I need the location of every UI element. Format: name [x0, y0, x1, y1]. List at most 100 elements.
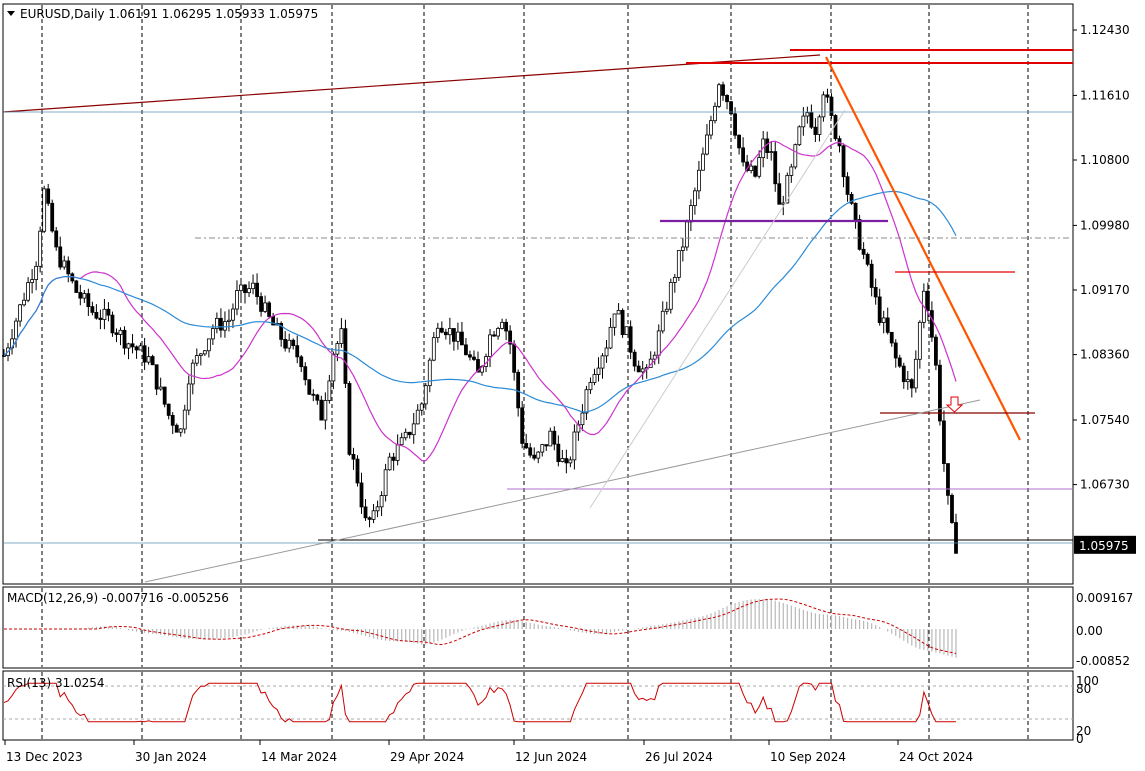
candle-body — [540, 444, 545, 453]
candle-body — [166, 403, 171, 416]
candle-body — [315, 394, 320, 401]
current-price-label: 1.05975 — [1079, 539, 1129, 553]
candle-body — [98, 317, 103, 320]
candle-body — [512, 343, 517, 373]
candle-body — [813, 126, 818, 135]
rsi-label: RSI(13) 31.0254 — [7, 676, 105, 690]
candle-body — [82, 293, 87, 299]
candle-body — [504, 321, 509, 332]
candle-body — [231, 308, 235, 321]
candle-body — [612, 313, 617, 328]
candle-body — [407, 431, 412, 436]
candle-body — [451, 328, 456, 342]
candle-body — [186, 383, 191, 411]
candle-body — [347, 383, 352, 455]
candle-body — [194, 355, 199, 364]
candle-body — [415, 409, 420, 425]
price-tick-label: 1.08360 — [1080, 348, 1130, 362]
ma-slow-line — [3, 190, 957, 413]
candle-body — [267, 302, 272, 317]
candle-body — [247, 288, 251, 294]
rsi-line — [3, 682, 956, 723]
macd-tick-label: 0.009167 — [1076, 591, 1133, 605]
price-tick-label: 1.10800 — [1080, 153, 1130, 167]
candle-body — [709, 120, 713, 136]
candle-body — [54, 230, 59, 248]
candle-body — [110, 314, 115, 334]
candle-body — [206, 338, 211, 352]
candle-body — [435, 327, 440, 339]
candle-body — [476, 359, 480, 373]
candle-body — [889, 331, 894, 344]
candle-body — [375, 506, 380, 512]
candle-body — [616, 309, 621, 315]
candle-body — [138, 345, 143, 351]
candle-body — [86, 293, 91, 308]
candle-body — [821, 94, 826, 118]
main-pane-frame — [2, 3, 1074, 585]
candle-body — [150, 356, 155, 366]
price-tick-label: 1.11610 — [1080, 88, 1130, 102]
candle-body — [877, 296, 882, 323]
candle-body — [845, 176, 850, 195]
candle-body — [520, 407, 525, 444]
candle-body — [721, 84, 725, 96]
candle-body — [379, 495, 384, 508]
candle-body — [355, 458, 360, 484]
candle-body — [660, 310, 665, 332]
candle-body — [492, 334, 496, 337]
candle-body — [500, 321, 504, 329]
candle-body — [693, 190, 697, 207]
candle-body — [624, 326, 629, 336]
candle-body — [552, 430, 557, 445]
candle-body — [223, 321, 227, 331]
candle-body — [580, 412, 585, 426]
ma-fast-line — [3, 140, 957, 462]
candle-body — [34, 265, 39, 280]
candle-body — [825, 94, 830, 98]
candle-body — [901, 365, 906, 383]
candle-body — [263, 302, 267, 312]
candle-body — [464, 344, 468, 356]
rsi-tick-label: 0 — [1076, 732, 1084, 746]
candle-body — [773, 151, 778, 185]
candle-body — [488, 334, 492, 357]
candle-body — [849, 194, 854, 204]
candle-body — [857, 219, 862, 250]
candle-body — [411, 423, 416, 436]
candle-body — [202, 350, 207, 355]
candle-body — [733, 113, 737, 136]
rsi-tick-label: 100 — [1076, 674, 1099, 688]
candle-body — [596, 367, 601, 375]
candle-body — [701, 153, 705, 171]
candle-body — [925, 290, 930, 311]
candle-body — [331, 353, 336, 382]
candle-body — [303, 366, 308, 381]
rsi-tick-label: 20 — [1076, 724, 1091, 738]
date-tick-label: 13 Dec 2023 — [6, 750, 83, 764]
candle-body — [178, 428, 183, 433]
candle-body — [114, 332, 119, 335]
candle-body — [572, 431, 577, 461]
candle-body — [942, 420, 946, 464]
candle-body — [885, 317, 890, 333]
candle-body — [672, 276, 677, 283]
candle-body — [869, 263, 874, 288]
candle-body — [865, 253, 870, 265]
date-tick-label: 24 Oct 2024 — [899, 750, 973, 764]
date-tick-label: 29 Apr 2024 — [390, 750, 464, 764]
candle-body — [805, 112, 810, 117]
candle-body — [419, 403, 424, 411]
candle-body — [239, 284, 243, 291]
faint-diagonal-line — [589, 109, 846, 509]
candle-body — [528, 447, 533, 456]
candle-body — [913, 358, 918, 389]
candle-body — [251, 282, 255, 290]
candle-body — [548, 430, 553, 447]
candle-body — [757, 157, 762, 177]
candle-body — [536, 451, 541, 459]
candle-body — [729, 101, 733, 115]
candle-body — [235, 290, 239, 310]
candle-body — [339, 328, 344, 344]
